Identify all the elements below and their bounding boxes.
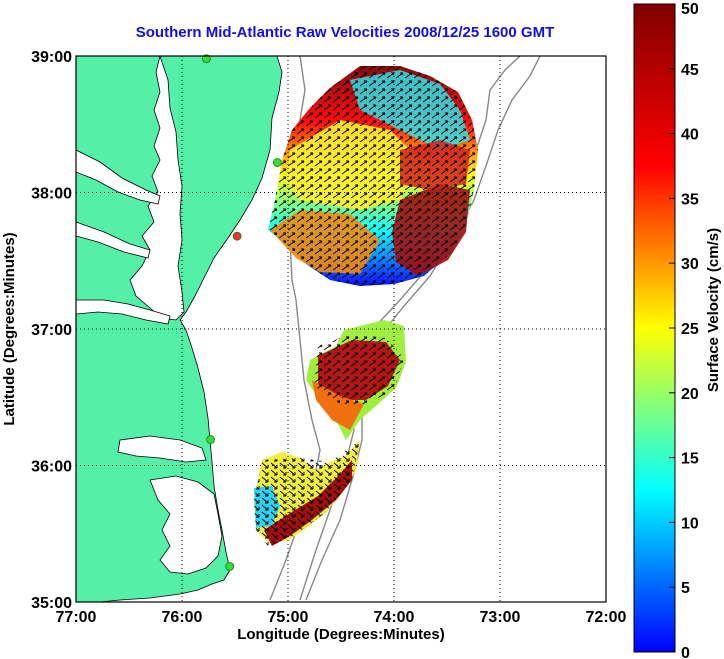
map-title: Southern Mid-Atlantic Raw Velocities 200… bbox=[135, 24, 555, 41]
colorbar-tick-label: 45 bbox=[681, 62, 699, 79]
isobath-contour-outer bbox=[305, 56, 541, 601]
colorbar-tick-label: 25 bbox=[681, 321, 699, 338]
colorbar bbox=[633, 3, 676, 653]
colorbar-tick-label: 0 bbox=[681, 645, 690, 659]
x-tick-label: 77:00 bbox=[56, 609, 97, 626]
y-tick-label: 39:00 bbox=[31, 49, 72, 66]
x-tick-label: 76:00 bbox=[162, 609, 203, 626]
station-marker bbox=[225, 562, 235, 571]
colorbar-tick-label: 40 bbox=[681, 127, 699, 144]
y-tick-label: 35:00 bbox=[31, 595, 72, 612]
pamlico-sound bbox=[149, 475, 223, 575]
colorbar-tick-label: 5 bbox=[681, 580, 690, 597]
colorbar-tick-label: 35 bbox=[681, 191, 699, 208]
y-tick-label: 36:00 bbox=[31, 459, 72, 476]
colorbar-tick-label: 30 bbox=[681, 256, 699, 273]
x-tick-label: 72:00 bbox=[586, 609, 627, 626]
james-river bbox=[76, 299, 171, 325]
x-tick-label: 75:00 bbox=[268, 609, 309, 626]
x-tick-labels: 77:00 76:00 75:00 74:00 73:00 72:00 bbox=[56, 609, 627, 626]
grid-lines bbox=[76, 56, 606, 602]
colorbar-ticks: 0 5 10 15 20 25 30 35 40 45 50 bbox=[669, 1, 699, 659]
colorbar-tick-label: 10 bbox=[681, 515, 699, 532]
velocity-field-middle bbox=[306, 320, 406, 440]
station-marker bbox=[272, 158, 282, 167]
chesapeake-bay bbox=[129, 56, 185, 321]
y-tick-label: 38:00 bbox=[31, 186, 72, 203]
station-marker bbox=[206, 435, 216, 444]
colorbar-tick-label: 20 bbox=[681, 386, 699, 403]
rappahannock-river bbox=[76, 221, 151, 259]
colorbar-tick-label: 50 bbox=[681, 1, 699, 18]
station-marker bbox=[201, 54, 211, 64]
radar-stations bbox=[201, 54, 282, 571]
y-axis-label: Latitude (Degrees:Minutes) bbox=[1, 232, 18, 425]
colorbar-tick-label: 15 bbox=[681, 451, 699, 468]
plot-frame bbox=[75, 55, 607, 603]
potomac-river bbox=[76, 149, 161, 205]
y-tick-label: 37:00 bbox=[31, 322, 72, 339]
colorbar-label: Surface Velocity (cm/s) bbox=[705, 228, 722, 392]
albemarle-sound bbox=[117, 435, 207, 463]
y-tick-labels: 39:00 38:00 37:00 36:00 35:00 bbox=[31, 49, 72, 612]
x-axis-label: Longitude (Degrees:Minutes) bbox=[237, 626, 445, 643]
velocity-field-north bbox=[268, 66, 478, 286]
x-tick-label: 73:00 bbox=[480, 609, 521, 626]
x-tick-label: 74:00 bbox=[374, 609, 415, 626]
station-marker bbox=[232, 231, 242, 241]
